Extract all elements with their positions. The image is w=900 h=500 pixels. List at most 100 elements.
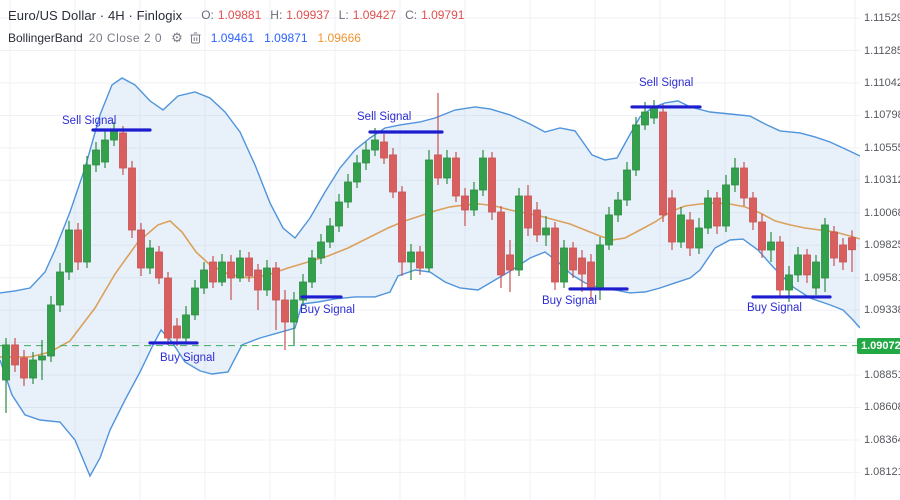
- candle-up: [101, 139, 109, 163]
- candle-down: [416, 251, 424, 269]
- low-label: L:: [338, 8, 349, 22]
- candle-up: [695, 227, 703, 249]
- candle-up: [443, 157, 451, 179]
- candle-down: [776, 241, 784, 291]
- price-tick-label: 1.08851: [864, 369, 900, 382]
- candle-down: [11, 344, 19, 366]
- candle-down: [668, 197, 676, 243]
- candle-up: [290, 299, 298, 323]
- candle-down: [749, 197, 757, 223]
- candle-down: [272, 267, 280, 301]
- candle-up: [308, 257, 316, 283]
- candle-up: [65, 229, 73, 273]
- candle-up: [812, 261, 820, 289]
- candle-down: [389, 154, 397, 193]
- candle-down: [497, 211, 505, 276]
- price-tick-label: 1.11042: [864, 76, 900, 89]
- candle-up: [299, 281, 307, 301]
- indicator-name: BollingerBand: [8, 31, 83, 45]
- candle-up: [344, 181, 352, 203]
- candle-down: [587, 261, 595, 289]
- indicator-params: 20 Close 2 0: [88, 31, 163, 45]
- candle-up: [515, 195, 523, 271]
- bollinger-upper-line: [0, 77, 860, 294]
- candle-down: [227, 261, 235, 279]
- price-axis[interactable]: 1.11529 1.11285 1.11042 1.10798 1.10555 1.103…: [857, 0, 900, 500]
- buy-signal-label[interactable]: Buy Signal: [542, 295, 597, 307]
- buy-signal-label[interactable]: Buy Signal: [747, 302, 802, 314]
- candle-down: [209, 261, 217, 283]
- delete-icon[interactable]: [190, 32, 201, 44]
- symbol-title: Euro/US Dollar · 4H · Finlogix: [8, 7, 183, 23]
- candle-up: [362, 149, 370, 164]
- bb-basis-value: 1.09666: [317, 31, 361, 45]
- candle-down: [659, 111, 667, 216]
- candle-down: [380, 141, 388, 159]
- sell-signal-label[interactable]: Sell Signal: [357, 111, 412, 123]
- candle-up: [560, 247, 568, 283]
- price-tick-label: 1.09825: [864, 239, 900, 252]
- sell-signal-label[interactable]: Sell Signal: [639, 77, 694, 89]
- candle-down: [74, 229, 82, 263]
- candle-up: [335, 201, 343, 227]
- candle-up: [614, 199, 622, 216]
- candle-down: [173, 325, 181, 339]
- candle-up: [371, 139, 379, 151]
- candle-up: [407, 251, 415, 263]
- close-value: 1.09791: [421, 8, 465, 22]
- candle-up: [83, 164, 91, 263]
- candle-down: [569, 247, 577, 271]
- candle-up: [236, 257, 244, 279]
- price-tick-label: 1.11529: [864, 12, 900, 24]
- candle-up: [785, 274, 793, 291]
- candle-up: [56, 271, 64, 306]
- candle-down: [164, 277, 172, 339]
- low-value: 1.09427: [352, 8, 397, 22]
- candle-down: [524, 195, 532, 229]
- candle-down: [155, 251, 163, 279]
- candle-up: [218, 261, 226, 283]
- candle-up: [317, 241, 325, 259]
- candle-up: [92, 149, 100, 166]
- buy-signal-label[interactable]: Buy Signal: [300, 304, 355, 316]
- price-tick-label: 1.08608: [864, 401, 900, 414]
- buy-signal-label[interactable]: Buy Signal: [160, 352, 215, 364]
- price-tick-label: 1.08121: [864, 466, 900, 479]
- candle-up: [641, 111, 649, 126]
- sell-signal-label[interactable]: Sell Signal: [62, 115, 117, 127]
- price-tick-label: 1.10555: [864, 141, 900, 154]
- price-chart[interactable]: [0, 0, 860, 500]
- price-tick-label: 1.09338: [864, 304, 900, 317]
- candle-up: [650, 107, 658, 119]
- candle-down: [848, 237, 856, 251]
- candle-up: [632, 124, 640, 171]
- open-label: O:: [201, 8, 214, 22]
- candle-down: [434, 154, 442, 179]
- high-value: 1.09937: [286, 8, 330, 22]
- candle-up: [191, 287, 199, 316]
- candle-down: [803, 254, 811, 276]
- candle-up: [767, 241, 775, 251]
- candle-down: [245, 257, 253, 277]
- candle-down: [119, 132, 127, 169]
- chart-header: Euro/US Dollar · 4H · Finlogix O: 1.09881…: [8, 6, 464, 47]
- candle-up: [47, 304, 55, 357]
- candle-up: [677, 214, 685, 243]
- price-tick-label: 1.10312: [864, 174, 900, 187]
- bb-upper-value: 1.09871: [264, 31, 308, 45]
- candle-down: [452, 157, 460, 197]
- high-label: H:: [270, 8, 283, 22]
- candle-up: [821, 224, 829, 279]
- candle-up: [353, 162, 361, 183]
- candle-up: [182, 314, 190, 339]
- candle-down: [461, 195, 469, 211]
- candle-down: [686, 219, 694, 249]
- candle-down: [830, 231, 838, 259]
- candle-up: [263, 267, 271, 291]
- price-tick-label: 1.11285: [864, 44, 900, 57]
- candle-down: [488, 157, 496, 213]
- settings-icon[interactable]: ⚙: [171, 30, 183, 45]
- candle-down: [758, 221, 766, 251]
- candle-down: [398, 191, 406, 263]
